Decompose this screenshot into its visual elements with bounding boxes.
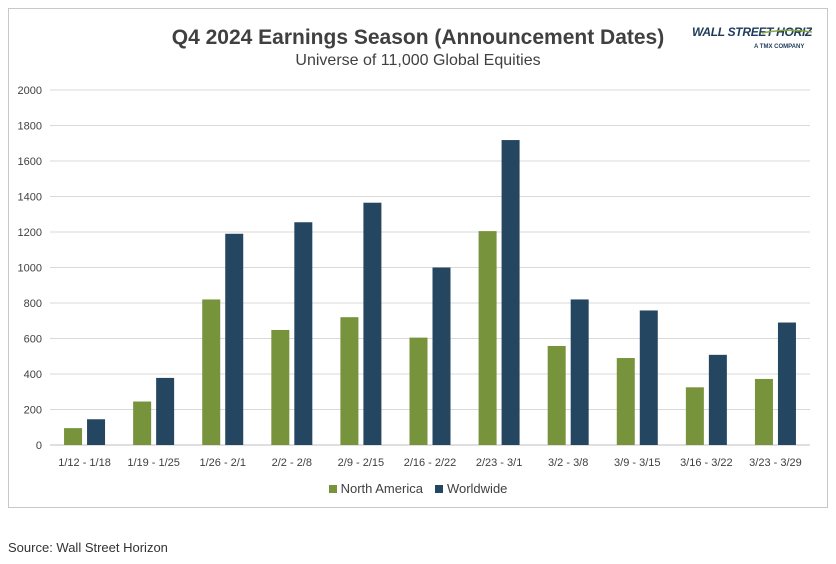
logo-swoosh bbox=[761, 29, 812, 34]
bar-worldwide bbox=[501, 140, 520, 445]
y-tick-label: 800 bbox=[24, 298, 42, 310]
y-tick-label: 600 bbox=[24, 334, 42, 346]
logo-main-text: WALL STREET HORIZON bbox=[692, 25, 812, 39]
x-tick-label: 3/2 - 3/8 bbox=[548, 457, 588, 469]
legend: North America Worldwide bbox=[0, 481, 836, 496]
legend-item-north-america: North America bbox=[328, 481, 423, 496]
legend-label-north-america: North America bbox=[340, 481, 423, 496]
x-axis-ticks: 1/12 - 1/18 1/19 - 1/25 1/26 - 2/1 2/2 - 2/… bbox=[58, 457, 802, 469]
bar-worldwide bbox=[225, 233, 244, 445]
y-tick-label: 1800 bbox=[18, 121, 42, 133]
x-tick-label: 3/16 - 3/22 bbox=[680, 457, 733, 469]
bar-worldwide bbox=[708, 354, 727, 445]
y-tick-label: 1200 bbox=[18, 227, 42, 239]
bar-worldwide bbox=[570, 299, 589, 445]
bar-worldwide bbox=[87, 419, 106, 445]
y-tick-label: 200 bbox=[24, 405, 42, 417]
bar-north-america bbox=[616, 358, 635, 445]
bar-north-america bbox=[409, 337, 428, 445]
x-tick-label: 3/9 - 3/15 bbox=[614, 457, 660, 469]
bar-worldwide bbox=[363, 202, 382, 445]
bar-north-america bbox=[340, 317, 359, 445]
bar-worldwide bbox=[156, 377, 175, 445]
bar-north-america bbox=[478, 231, 497, 445]
bar-north-america bbox=[271, 329, 290, 445]
bar-worldwide bbox=[432, 267, 451, 445]
source-note: Source: Wall Street Horizon bbox=[8, 540, 168, 555]
bar-north-america bbox=[754, 378, 773, 445]
logo-sub-text: A TMX COMPANY bbox=[754, 44, 804, 50]
bars bbox=[64, 140, 796, 445]
x-tick-label: 2/16 - 2/22 bbox=[404, 457, 457, 469]
bar-north-america bbox=[133, 401, 152, 445]
x-tick-label: 2/9 - 2/15 bbox=[338, 457, 384, 469]
x-tick-label: 2/23 - 3/1 bbox=[476, 457, 522, 469]
legend-item-worldwide: Worldwide bbox=[434, 481, 508, 496]
chart-subtitle: Universe of 11,000 Global Equities bbox=[295, 52, 541, 69]
legend-swatch-north-america bbox=[328, 484, 337, 493]
x-tick-label: 1/26 - 2/1 bbox=[199, 457, 245, 469]
bar-worldwide bbox=[777, 322, 796, 445]
bar-north-america bbox=[547, 345, 566, 445]
y-tick-label: 0 bbox=[36, 440, 42, 452]
y-axis-ticks: 0 200 400 600 800 1000 1200 1400 1600 1800 2000 bbox=[18, 85, 42, 452]
bar-worldwide bbox=[639, 310, 658, 445]
y-tick-label: 2000 bbox=[18, 85, 42, 97]
y-tick-label: 400 bbox=[24, 369, 42, 381]
bar-north-america bbox=[685, 387, 704, 445]
y-tick-label: 1000 bbox=[18, 263, 42, 275]
x-tick-label: 3/23 - 3/29 bbox=[749, 457, 802, 469]
y-tick-label: 1600 bbox=[18, 156, 42, 168]
bar-worldwide bbox=[294, 222, 313, 445]
wall-street-horizon-logo: WALL STREET HORIZON A TMX COMPANY bbox=[692, 25, 812, 50]
x-tick-label: 1/12 - 1/18 bbox=[58, 457, 111, 469]
legend-label-worldwide: Worldwide bbox=[446, 481, 508, 496]
gridlines bbox=[50, 89, 810, 446]
chart-title: Q4 2024 Earnings Season (Announcement Da… bbox=[171, 26, 665, 49]
bar-north-america bbox=[202, 299, 221, 445]
bar-north-america bbox=[64, 428, 83, 445]
x-tick-label: 1/19 - 1/25 bbox=[127, 457, 180, 469]
x-tick-label: 2/2 - 2/8 bbox=[272, 457, 312, 469]
legend-swatch-worldwide bbox=[434, 484, 443, 493]
y-tick-label: 1400 bbox=[18, 192, 42, 204]
